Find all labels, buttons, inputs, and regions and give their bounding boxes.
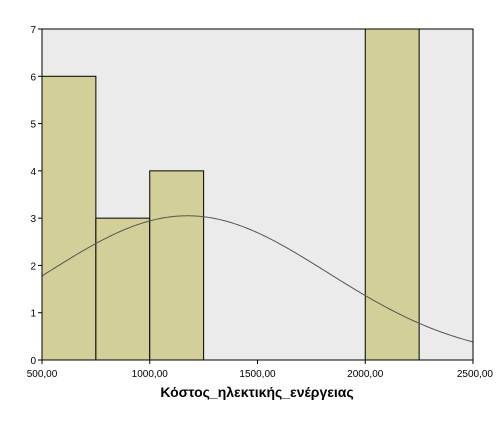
bars-group: [41, 28, 420, 361]
y-tick-label: 3: [30, 214, 36, 225]
y-tick-label: 0: [30, 356, 36, 367]
normal-curve: [41, 215, 474, 343]
y-tick-label: 5: [30, 120, 36, 131]
y-tick-label: 6: [30, 72, 36, 83]
x-tick-label: 500,00: [27, 369, 58, 380]
histogram-bar-1: [41, 75, 97, 361]
histogram-bar-2: [95, 217, 151, 361]
y-tick-label: 4: [30, 167, 36, 178]
histogram-bar-3: [149, 170, 205, 361]
x-tick-label: 1000,00: [132, 369, 169, 380]
x-tick-label: 2000,00: [347, 369, 384, 380]
x-tick-label: 1500,00: [239, 369, 276, 380]
x-axis-label: Κόστος_ηλεκτικής_ενέργειας: [160, 384, 353, 400]
y-tick-label: 1: [30, 309, 36, 320]
y-tick-label: 2: [30, 261, 36, 272]
histogram-bar-4: [364, 28, 420, 361]
x-tick-label: 2500,00: [457, 369, 494, 380]
ticks-group: 0 1 2 3 4 5 6 7 500,00 1000,00 1500,00 2000,00 2500,…: [27, 25, 494, 380]
y-tick-label: 7: [30, 25, 36, 36]
